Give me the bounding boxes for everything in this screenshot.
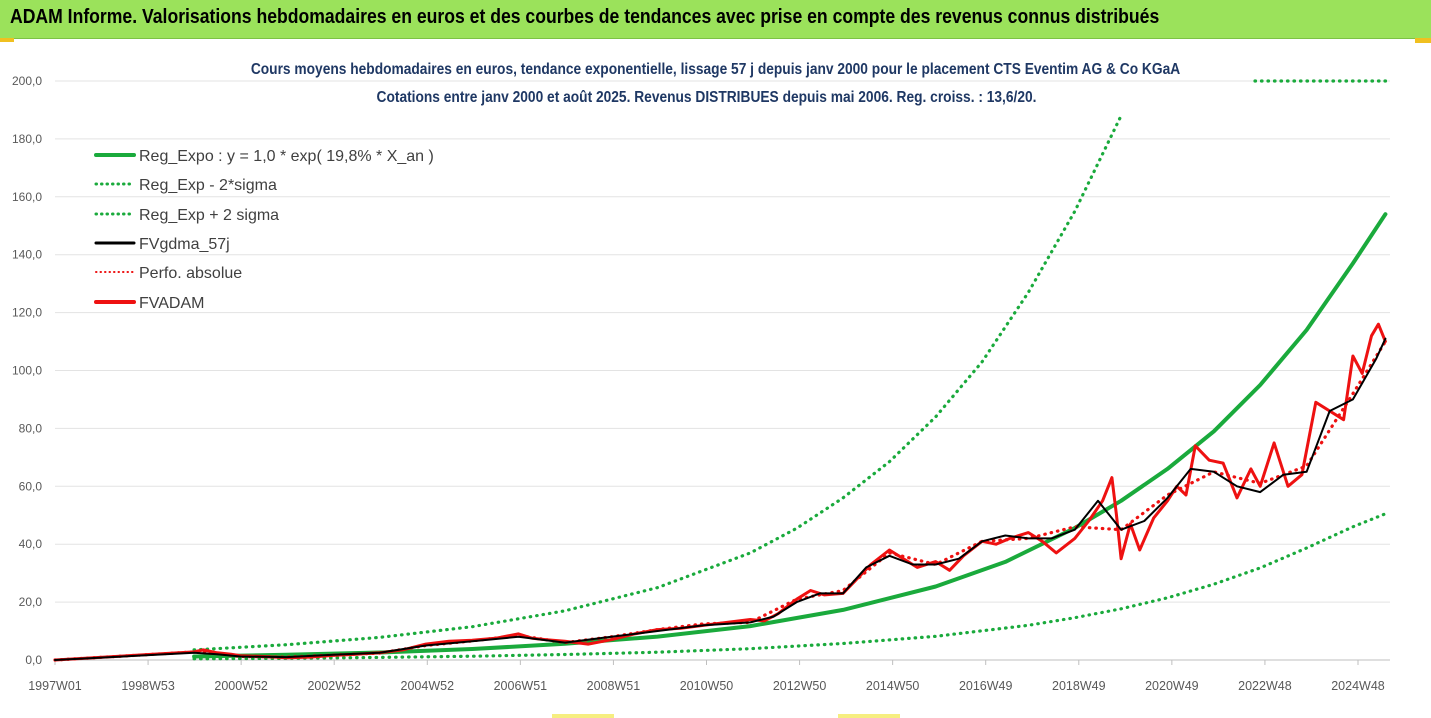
x-axis-ticks: 1997W01 1998W53 2000W52 2002W52 2004W52 2006W…: [28, 660, 1385, 693]
x-tick-label: 2002W52: [307, 679, 361, 693]
y-tick-label: 20,0: [19, 595, 43, 609]
legend-label: FVADAM: [139, 295, 204, 312]
corner-marker-left: [0, 38, 14, 42]
series-line-3: [54, 337, 1387, 661]
series-group: [53, 79, 1392, 662]
gridlines: [55, 80, 1390, 661]
x-tick-label: 2018W49: [1052, 679, 1106, 693]
y-tick-label: 0,0: [25, 653, 42, 667]
x-tick-label: 2014W50: [866, 679, 920, 693]
series-line-4: [53, 339, 1388, 662]
x-tick-label: 2004W52: [401, 679, 455, 693]
x-tick-label: 2008W51: [587, 679, 641, 693]
x-tick-label: 1998W53: [121, 679, 175, 693]
y-tick-label: 80,0: [19, 421, 43, 435]
x-tick-label: 2006W51: [494, 679, 548, 693]
y-tick-label: 120,0: [12, 306, 42, 320]
y-tick-label: 160,0: [12, 190, 42, 204]
legend-label: Perfo. absolue: [139, 265, 242, 282]
series-line-5: [53, 322, 1387, 662]
legend-label: Reg_Exp - 2*sigma: [139, 177, 277, 194]
x-tick-label: 2016W49: [959, 679, 1013, 693]
y-axis-ticks: 0,0 20,0 40,0 60,0 80,0 100,0 120,0 140,0 160,0 1…: [12, 74, 42, 667]
x-tick-label: 2012W50: [773, 679, 827, 693]
chart-title: Cours moyens hebdomadaires en euros, ten…: [250, 61, 1181, 78]
chart-subtitle: Cotations entre janv 2000 et août 2025. …: [376, 89, 1037, 106]
legend: Reg_Expo : y = 1,0 * exp( 19,8% * X_an )…: [94, 148, 434, 312]
header-banner: ADAM Informe. Valorisations hebdomadaire…: [0, 0, 1431, 39]
legend-label: Reg_Exp + 2 sigma: [139, 207, 279, 224]
legend-label: Reg_Expo : y = 1,0 * exp( 19,8% * X_an ): [139, 148, 434, 165]
y-tick-label: 200,0: [12, 74, 42, 88]
y-tick-label: 180,0: [12, 132, 42, 146]
banner-title: ADAM Informe. Valorisations hebdomadaire…: [10, 6, 1160, 28]
bottom-marker-1: [552, 714, 614, 718]
corner-marker-right: [1415, 38, 1431, 43]
bottom-marker-2: [838, 714, 900, 718]
x-tick-label: 2024W48: [1331, 679, 1385, 693]
y-tick-label: 100,0: [12, 364, 42, 378]
x-tick-label: 2022W48: [1238, 679, 1292, 693]
x-tick-label: 2020W49: [1145, 679, 1199, 693]
legend-label: FVgdma_57j: [139, 236, 230, 253]
series-line-0: [192, 212, 1388, 659]
x-tick-label: 2010W50: [680, 679, 734, 693]
x-tick-label: 1997W01: [28, 679, 82, 693]
series-line-1: [192, 512, 1388, 661]
y-tick-label: 40,0: [19, 537, 43, 551]
y-tick-label: 60,0: [19, 479, 43, 493]
y-tick-label: 140,0: [12, 248, 42, 262]
x-tick-label: 2000W52: [214, 679, 268, 693]
